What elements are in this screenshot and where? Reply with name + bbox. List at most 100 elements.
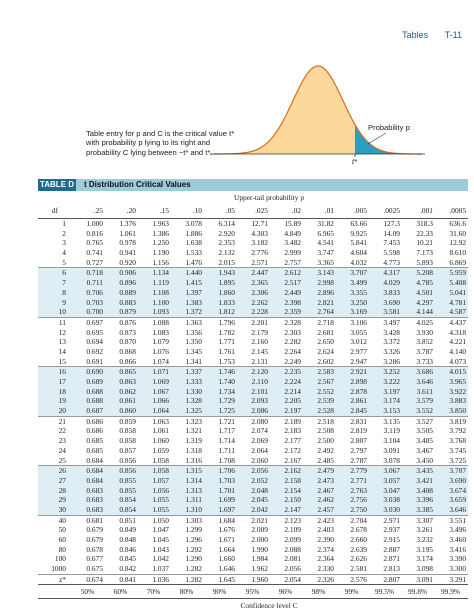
value-cell: 0.856 [105,465,138,476]
value-cell: 1.299 [185,525,202,535]
value-cell: 3.078 [383,455,400,465]
value-cell: 4.032 [350,257,367,267]
value-cell: 2.797 [350,445,367,455]
value-cell: 0.692 [86,346,103,356]
value-cell: 2.365 [237,278,270,288]
value-cell: 8.610 [449,248,467,258]
value-cell: 0.765 [86,238,103,248]
value-cell: 3.106 [336,316,369,328]
value-cell: 0.851 [105,514,138,526]
value-cell: 0.883 [105,297,138,308]
value-cell: 1.296 [185,535,202,544]
value-cell: 2.750 [336,504,369,516]
value-cell: 3.965 [435,377,469,387]
df-cell: 5 [62,257,66,267]
table-row: 26 0.684 0.856 1.058 1.315 1.706 2.056 2.162 2.4… [38,465,469,476]
value-cell: 4.140 [449,346,467,356]
value-cell: 1.064 [138,406,171,417]
value-cell: 3.012 [350,337,367,347]
value-cell: 3.057 [369,475,402,486]
value-cell: 2.099 [284,535,301,544]
value-cell: 3.326 [383,346,400,356]
header-row-probability: Upper-tail probability p [38,191,468,204]
value-cell: 1.057 [138,475,171,486]
value-cell: 4.785 [402,278,435,288]
value-cell: 4.437 [435,316,469,328]
value-cell: 1.963 [152,219,169,228]
value-cell: 1.341 [185,356,202,366]
value-cell: 1.714 [218,436,235,446]
value-cell: 4.221 [449,337,467,347]
table-row: 40 0.681 0.851 1.050 1.303 1.684 2.021 2.123 2.4… [38,514,469,526]
value-cell: 1.350 [185,337,202,347]
value-cell: 4.773 [383,257,400,267]
value-cell: 1.190 [152,248,169,258]
value-cell: 1.440 [171,267,204,279]
value-cell: 2.282 [284,337,301,347]
value-cell: 4.501 [402,287,435,298]
value-cell: 318.3 [416,219,433,228]
value-cell: 4.303 [251,228,268,238]
value-cell: 2.756 [336,495,369,505]
value-cell: 1.383 [171,297,204,308]
value-cell: 2.528 [303,406,336,417]
value-cell: 1.290 [185,554,202,564]
df-header: df [38,204,72,219]
df-cell: 28 [38,485,72,496]
value-cell: 4.587 [435,307,469,318]
value-cell: 1.711 [218,445,235,455]
value-cell: 2.678 [350,525,367,535]
confidence-cell: 99.8% [402,584,435,600]
value-cell: 2.704 [336,514,369,526]
value-cell: 636.6 [449,219,467,228]
value-cell: 7.173 [416,248,433,258]
df-cell: 40 [38,514,72,526]
value-cell: 0.978 [119,238,136,248]
df-cell: 9 [38,297,72,308]
df-cell: 8 [38,287,72,298]
value-cell: 1.321 [185,426,202,436]
value-cell: 0.683 [72,504,105,516]
value-cell: 4.073 [449,356,467,366]
value-cell: 2.131 [251,356,268,366]
table-row: 15 0.691 0.866 1.074 1.341 1.753 2.131 2.249 2.6… [38,357,468,367]
column-header: .0005 [435,204,469,219]
value-cell: 3.250 [336,297,369,308]
value-cell: 2.807 [350,436,367,446]
value-cell: 0.816 [86,228,103,238]
value-cell: 1.476 [185,257,202,267]
value-cell: 0.846 [119,544,136,554]
page-header: Tables T-11 [388,30,462,40]
value-cell: 3.174 [416,554,433,564]
value-cell: 0.679 [86,525,103,535]
value-cell: 2.581 [350,564,367,574]
value-cell: 1.250 [152,238,169,248]
value-cell: 5.598 [383,248,400,258]
value-cell: 0.857 [119,445,136,455]
value-cell: 0.684 [72,465,105,476]
value-cell: 2.081 [284,554,301,564]
value-cell: 2.779 [336,465,369,476]
value-cell: 1.067 [138,386,171,397]
value-cell: 1.740 [204,377,237,387]
value-cell: 2.576 [336,573,369,585]
value-cell: 2.423 [303,514,336,526]
value-cell: 1.063 [138,415,171,427]
header-row-columns: df .25.20.15.10.05.025.02.01.005.0025.00… [38,204,469,219]
value-cell: 2.110 [237,377,270,387]
value-cell: 3.408 [402,485,435,496]
footer-row: Confidence level C [38,599,468,613]
value-cell: 3.852 [416,337,433,347]
value-cell: 0.741 [86,248,103,258]
value-cell: 1.071 [138,366,171,377]
value-cell: 1.088 [138,316,171,328]
value-cell: 2.306 [237,287,270,298]
value-cell: 2.328 [270,316,303,328]
value-cell: 6.869 [449,257,467,267]
value-cell: 1.638 [185,238,202,248]
value-cell: 2.999 [284,248,301,258]
value-cell: 0.854 [105,495,138,505]
df-cell: 6 [38,267,72,279]
value-cell: 2.971 [369,514,402,526]
value-cell: 0.860 [105,406,138,417]
